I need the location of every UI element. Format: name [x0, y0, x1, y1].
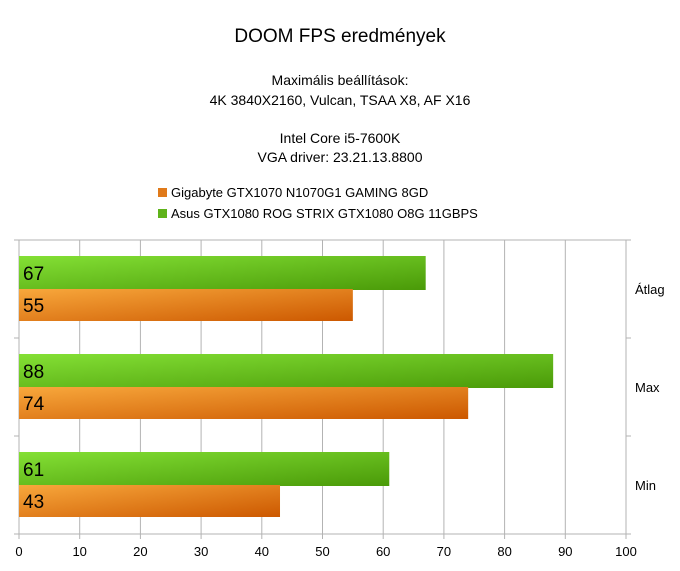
x-tick-label: 60	[376, 544, 390, 559]
data-label: 74	[23, 394, 45, 415]
bar	[19, 387, 469, 419]
x-tick-label: 30	[194, 544, 208, 559]
x-tick-label: 90	[558, 544, 572, 559]
subtitle-line: 4K 3840X2160, Vulcan, TSAA X8, AF X16	[209, 92, 471, 108]
subtitle-line: VGA driver: 23.21.13.8800	[257, 149, 423, 165]
x-tick-label: 80	[497, 544, 511, 559]
bar	[19, 485, 281, 517]
legend-item: Asus GTX1080 ROG STRIX GTX1080 O8G 11GBP…	[158, 206, 478, 221]
data-label: 67	[23, 264, 44, 285]
subtitle-line: Maximális beállítások:	[271, 72, 409, 88]
data-label: 55	[23, 296, 44, 317]
legend-swatch	[158, 188, 167, 197]
data-label: 43	[23, 492, 44, 513]
legend-label: Asus GTX1080 ROG STRIX GTX1080 O8G 11GBP…	[171, 206, 478, 221]
category-label: Átlag	[635, 282, 665, 297]
category-label: Min	[635, 478, 656, 493]
chart-title: DOOM FPS eredmények	[234, 26, 446, 47]
x-tick-label: 100	[615, 544, 637, 559]
bar	[19, 256, 426, 290]
x-tick-label: 40	[255, 544, 269, 559]
subtitle-line: Intel Core i5-7600K	[279, 130, 401, 146]
legend-swatch	[158, 209, 167, 218]
data-label: 88	[23, 362, 44, 383]
category-label: Max	[635, 380, 660, 395]
legend-item: Gigabyte GTX1070 N1070G1 GAMING 8GD	[158, 185, 428, 200]
x-tick-label: 10	[72, 544, 86, 559]
x-tick-label: 0	[15, 544, 22, 559]
x-tick-label: 70	[437, 544, 451, 559]
data-label: 61	[23, 460, 44, 481]
x-tick-label: 20	[133, 544, 147, 559]
legend-label: Gigabyte GTX1070 N1070G1 GAMING 8GD	[171, 185, 429, 200]
x-tick-label: 50	[315, 544, 329, 559]
bar	[19, 452, 390, 486]
bar	[19, 354, 554, 388]
bar	[19, 289, 353, 321]
